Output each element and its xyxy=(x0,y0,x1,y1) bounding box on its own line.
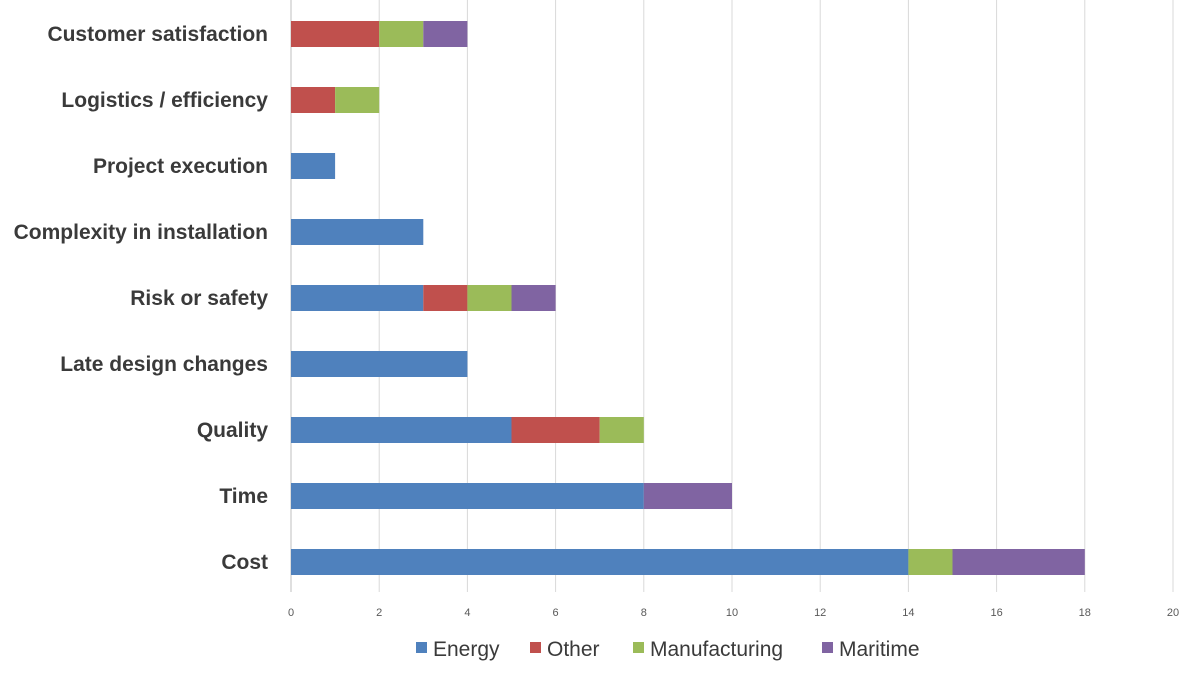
legend-label: Manufacturing xyxy=(650,638,783,661)
legend-swatch xyxy=(416,642,427,653)
legend: Energy Other Manufacturing Maritime xyxy=(416,638,920,661)
bar-segment xyxy=(599,417,644,443)
category-label: Cost xyxy=(221,551,268,574)
x-tick-label: 12 xyxy=(814,607,826,619)
bar-segment xyxy=(291,549,909,575)
category-label: Project execution xyxy=(93,155,268,178)
category-label: Time xyxy=(219,485,268,508)
legend-swatch xyxy=(530,642,541,653)
legend-swatch xyxy=(822,642,833,653)
bar-segment xyxy=(511,417,600,443)
legend-swatch xyxy=(633,642,644,653)
legend-label: Other xyxy=(547,638,600,661)
category-label: Complexity in installation xyxy=(14,221,268,244)
category-label: Customer satisfaction xyxy=(47,23,268,46)
category-label: Quality xyxy=(197,419,269,442)
bar-segment xyxy=(379,21,424,47)
x-axis-tick-labels: 0 2 4 6 8 10 12 14 16 18 20 xyxy=(288,607,1179,619)
x-tick-label: 8 xyxy=(641,607,647,619)
bar-segment xyxy=(423,21,468,47)
category-label: Risk or safety xyxy=(130,287,268,310)
x-tick-label: 0 xyxy=(288,607,294,619)
x-tick-label: 2 xyxy=(376,607,382,619)
bar-segment xyxy=(511,285,556,311)
bar-segment xyxy=(335,87,380,113)
bar-segment xyxy=(291,153,336,179)
bar-segment xyxy=(291,219,424,245)
legend-label: Maritime xyxy=(839,638,920,661)
x-tick-label: 10 xyxy=(726,607,738,619)
bar-segment xyxy=(643,483,732,509)
bar-segment xyxy=(291,483,644,509)
x-tick-label: 20 xyxy=(1167,607,1179,619)
legend-label: Energy xyxy=(433,638,500,661)
bar-segment xyxy=(467,285,512,311)
bar-segment xyxy=(423,285,468,311)
bars xyxy=(291,21,1085,575)
x-tick-label: 6 xyxy=(553,607,559,619)
category-label: Logistics / efficiency xyxy=(61,89,268,112)
bar-segment xyxy=(908,549,953,575)
category-label: Late design changes xyxy=(60,353,268,376)
bar-segment xyxy=(291,351,468,377)
bar-segment xyxy=(291,87,336,113)
x-tick-label: 14 xyxy=(902,607,914,619)
x-tick-label: 18 xyxy=(1079,607,1091,619)
bar-segment xyxy=(291,285,424,311)
x-tick-label: 16 xyxy=(990,607,1002,619)
bar-segment xyxy=(291,417,512,443)
category-labels: Customer satisfaction Logistics / efficie… xyxy=(14,23,269,574)
bar-segment xyxy=(291,21,380,47)
bar-segment xyxy=(952,549,1085,575)
x-tick-label: 4 xyxy=(464,607,470,619)
